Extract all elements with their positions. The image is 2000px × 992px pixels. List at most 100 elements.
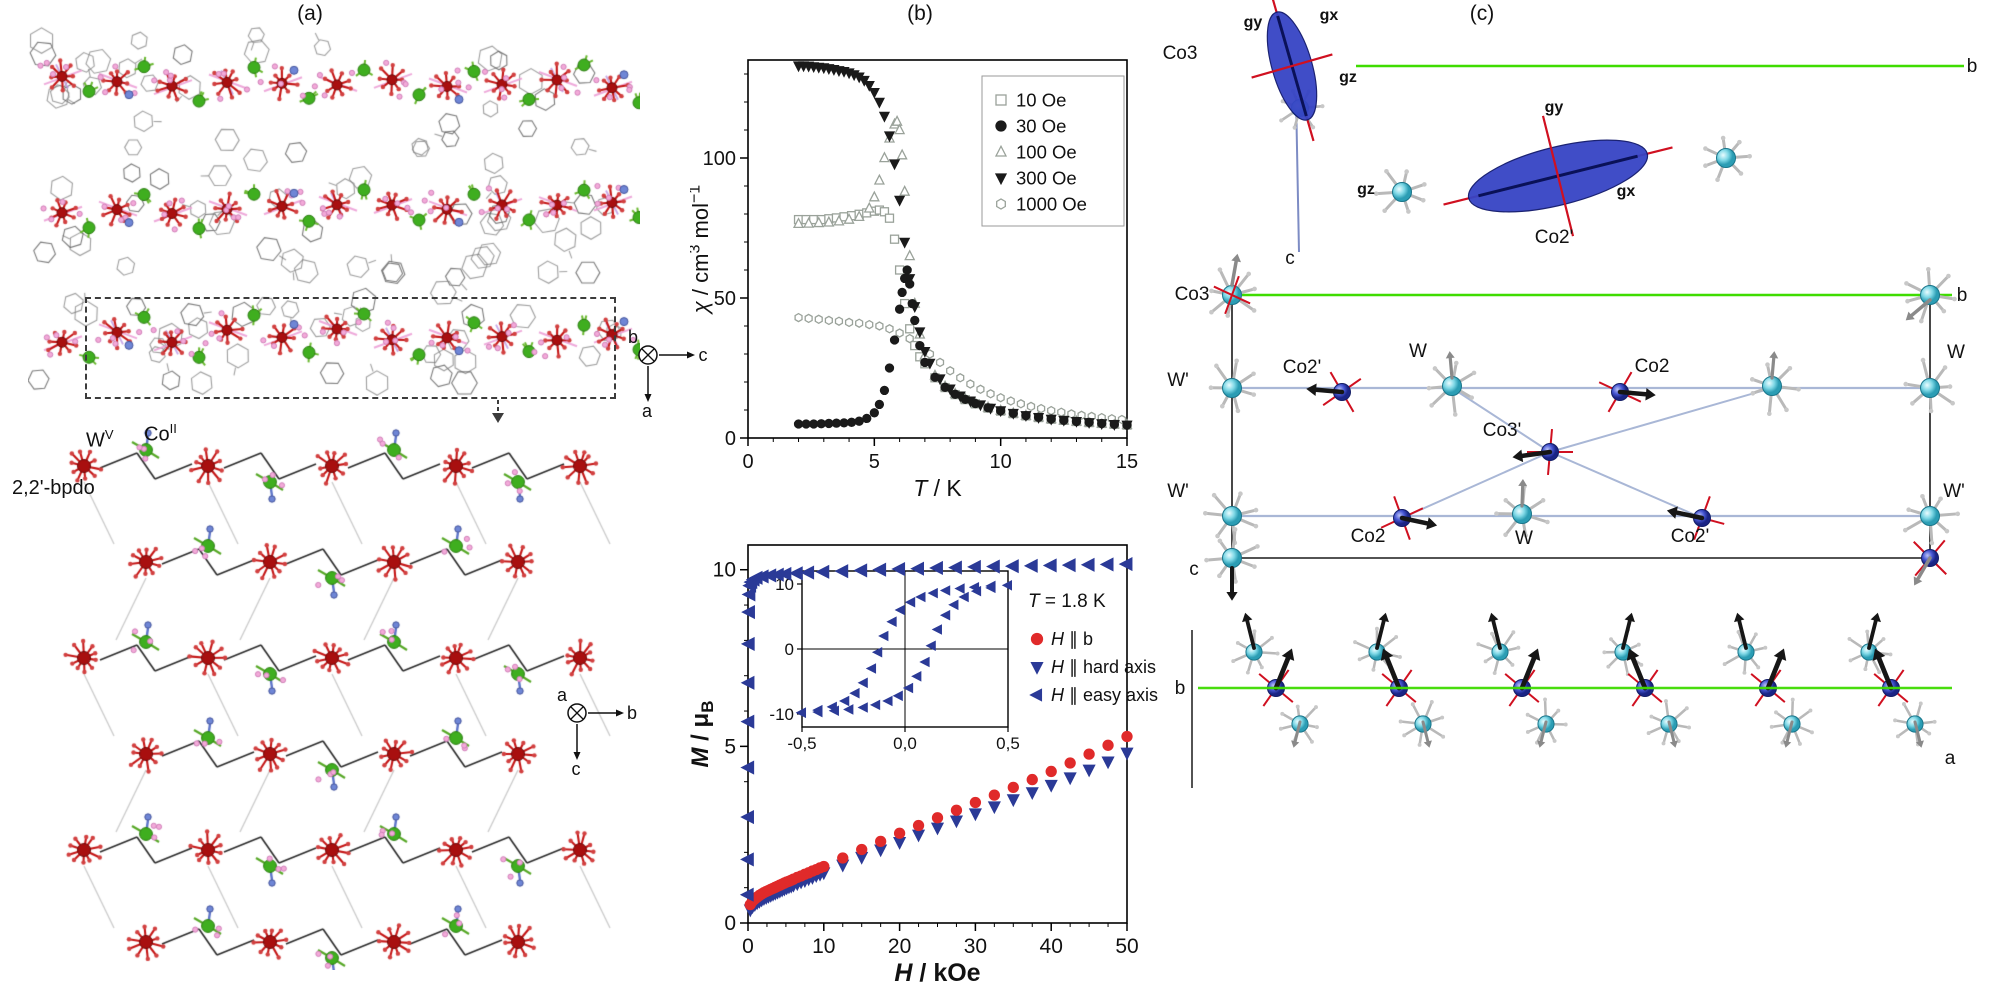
co3-ellipsoid bbox=[1251, 0, 1333, 142]
w-center bbox=[1749, 362, 1801, 417]
w-label-base: W bbox=[86, 429, 105, 452]
svg-text:Co2: Co2 bbox=[1351, 526, 1386, 547]
axes-widget: b c a bbox=[628, 327, 708, 421]
w-center bbox=[1426, 360, 1477, 417]
svg-text:10: 10 bbox=[713, 559, 736, 582]
co-atom-label: CoII bbox=[144, 421, 177, 447]
svg-text:50: 50 bbox=[714, 288, 736, 310]
svg-text:100 Oe: 100 Oe bbox=[1016, 142, 1077, 163]
svg-text:0: 0 bbox=[724, 912, 736, 935]
svg-text:5: 5 bbox=[724, 735, 736, 758]
svg-text:gy: gy bbox=[1545, 99, 1564, 116]
panel-c-label: (c) bbox=[1469, 2, 1495, 25]
svg-text:H ∥ b: H ∥ b bbox=[1051, 629, 1093, 649]
svg-text:Co3: Co3 bbox=[1163, 43, 1198, 64]
svg-text:c: c bbox=[1189, 559, 1199, 580]
susceptibility-vs-temperature-chart: 0 5 10 15 0 50 100 T / K χ / cm3 mol−1 10 Oe 30 Oe… bbox=[690, 59, 1138, 501]
svg-text:Co2': Co2' bbox=[1535, 227, 1573, 248]
svg-text:Co3': Co3' bbox=[1483, 420, 1521, 441]
dashed-selection-box bbox=[85, 297, 616, 399]
svg-text:50: 50 bbox=[1115, 935, 1138, 958]
g-tensor-structure-diagrams: Co3 gy gx gz b c gy gx gz Co2' Co3 b W W' Co2' Co2 W Co3'… bbox=[1163, 0, 1978, 788]
w-center bbox=[1722, 630, 1768, 675]
w-center bbox=[1231, 629, 1280, 675]
svg-text:W': W' bbox=[1167, 481, 1189, 502]
svg-text:W': W' bbox=[1943, 481, 1965, 502]
svg-text:W': W' bbox=[1167, 370, 1189, 391]
svg-text:gz: gz bbox=[1357, 181, 1375, 198]
magnetization-vs-field-chart: 0 10 20 30 40 50 0 5 10 H / kOe M / μB-0,5 0,0 0,5 10… bbox=[690, 544, 1158, 987]
svg-text:gy: gy bbox=[1244, 14, 1263, 31]
svg-text:0,5: 0,5 bbox=[996, 734, 1020, 753]
co-label-sup: II bbox=[169, 421, 177, 436]
svg-text:b: b bbox=[1967, 56, 1978, 77]
svg-text:Co3: Co3 bbox=[1175, 284, 1210, 305]
svg-text:10 Oe: 10 Oe bbox=[1016, 90, 1066, 111]
w-center bbox=[1904, 266, 1957, 324]
axes-indicator-bca: b c a bbox=[628, 327, 708, 421]
svg-text:T / K: T / K bbox=[913, 475, 962, 501]
co2-ellipsoid bbox=[1443, 115, 1673, 237]
svg-text:H ∥ hard axis: H ∥ hard axis bbox=[1051, 657, 1156, 677]
svg-text:c: c bbox=[572, 759, 581, 779]
svg-text:W: W bbox=[1947, 342, 1965, 363]
svg-text:b: b bbox=[1957, 285, 1968, 306]
svg-text:0: 0 bbox=[785, 640, 794, 659]
svg-text:H ∥ easy axis: H ∥ easy axis bbox=[1051, 685, 1158, 705]
dashed-arrow-icon bbox=[492, 400, 504, 423]
series-H-∥-hard-axis bbox=[743, 747, 1134, 918]
svg-text:20: 20 bbox=[888, 935, 911, 958]
series-H-∥-easy-axis bbox=[739, 557, 1133, 902]
panel-a-label: (a) bbox=[297, 2, 323, 25]
svg-text:M / μB: M / μB bbox=[690, 701, 717, 768]
svg-text:gx: gx bbox=[1320, 7, 1339, 24]
svg-text:300 Oe: 300 Oe bbox=[1016, 168, 1077, 189]
g-tensor-top-diagram bbox=[1251, 0, 1964, 253]
chart1-legend: 10 Oe 30 Oe 100 Oe 300 Oe 1000 Oe bbox=[981, 75, 1125, 227]
svg-text:c: c bbox=[699, 345, 708, 365]
w-center bbox=[1203, 491, 1259, 546]
svg-text:10: 10 bbox=[812, 935, 835, 958]
network-structure bbox=[28, 420, 640, 970]
chart1-axes: 0 5 10 15 0 50 100 T / K χ / cm3 mol−1 bbox=[690, 59, 1138, 501]
svg-text:c: c bbox=[1285, 248, 1295, 269]
w-center bbox=[1903, 357, 1955, 414]
w-center bbox=[1398, 700, 1446, 747]
svg-text:Co2': Co2' bbox=[1283, 357, 1321, 378]
co-label-base: Co bbox=[144, 423, 170, 446]
svg-text:30 Oe: 30 Oe bbox=[1016, 116, 1066, 137]
svg-text:gz: gz bbox=[1339, 69, 1357, 86]
series-30-Oe bbox=[793, 265, 1132, 430]
svg-text:40: 40 bbox=[1040, 935, 1063, 958]
svg-text:χ / cm3 mol−1: χ / cm3 mol−1 bbox=[690, 185, 713, 316]
svg-text:H / kOe: H / kOe bbox=[894, 959, 980, 987]
w-center bbox=[1703, 135, 1752, 182]
svg-text:-0,5: -0,5 bbox=[787, 734, 816, 753]
svg-text:100: 100 bbox=[703, 148, 736, 170]
w-center bbox=[1902, 493, 1961, 546]
svg-text:10: 10 bbox=[990, 451, 1012, 473]
network-projection-bc bbox=[1203, 253, 1961, 601]
series-H-∥-b bbox=[744, 730, 1133, 911]
w-label-sup: V bbox=[104, 427, 114, 442]
svg-text:W: W bbox=[1515, 528, 1533, 549]
svg-text:0: 0 bbox=[725, 428, 736, 450]
w-atom-label: WV bbox=[86, 427, 114, 453]
svg-text:5: 5 bbox=[869, 451, 880, 473]
w-center bbox=[1847, 629, 1893, 675]
axes-widget: a b c bbox=[557, 685, 637, 779]
svg-text:1000 Oe: 1000 Oe bbox=[1016, 194, 1087, 215]
svg-text:a: a bbox=[557, 685, 568, 705]
spin-canting-diagram bbox=[1191, 612, 1952, 788]
svg-text:0: 0 bbox=[742, 935, 754, 958]
w-center bbox=[1208, 358, 1257, 414]
crystal-packing-structure bbox=[28, 24, 640, 396]
svg-text:-10: -10 bbox=[769, 705, 794, 724]
panel-b-label: (b) bbox=[907, 2, 933, 25]
svg-text:b: b bbox=[627, 703, 637, 723]
panel-c-labels: Co3 gy gx gz b c gy gx gz Co2' Co3 b W W' Co2' Co2 W Co3'… bbox=[1163, 7, 1978, 769]
svg-text:0,0: 0,0 bbox=[893, 734, 917, 753]
hysteresis-points bbox=[795, 580, 1013, 718]
